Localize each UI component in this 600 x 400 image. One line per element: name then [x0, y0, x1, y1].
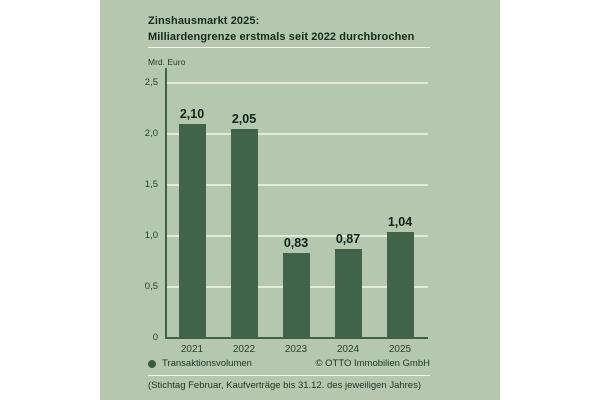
- y-tick-label-0,5: 0,5: [144, 281, 158, 292]
- bar-chart: 0 0,5 1,0 1,5 2,0 2,5 2,10 2021 2,05 2022 0,83 202…: [100, 0, 500, 400]
- x-tick-label-2021: 2021: [180, 344, 204, 355]
- x-tick-label-2023: 2023: [284, 344, 308, 355]
- chart-title-line1: Zinshausmarkt 2025:: [148, 15, 260, 27]
- bar-2024: [334, 249, 362, 338]
- title-divider: [148, 47, 430, 48]
- legend-row: Transaktionsvolumen © OTTO Immobilien Gm…: [148, 358, 430, 369]
- x-axis-line: [165, 337, 428, 339]
- chart-title-line2: Milliardengrenze erstmals seit 2022 durc…: [148, 31, 415, 43]
- legend-label: Transaktionsvolumen: [162, 358, 252, 369]
- copyright-text: © OTTO Immobilien GmbH: [315, 358, 430, 369]
- bar-2021: [178, 124, 206, 338]
- chart-title: Zinshausmarkt 2025: Milliardengrenze ers…: [148, 13, 434, 45]
- chart-card: Zinshausmarkt 2025: Milliardengrenze ers…: [100, 0, 500, 400]
- y-tick-label-2,5: 2,5: [144, 77, 158, 88]
- bar-value-label-2022: 2,05: [231, 112, 257, 126]
- bar-value-label-2023: 0,83: [283, 236, 309, 250]
- y-tick-label-0: 0: [152, 332, 158, 343]
- y-tick-label-2,0: 2,0: [144, 128, 158, 139]
- legend-divider: [148, 375, 430, 376]
- legend-item-transaktionsvolumen: Transaktionsvolumen: [148, 358, 252, 369]
- gridline-1,5: [165, 184, 428, 186]
- x-tick-label-2022: 2022: [232, 344, 256, 355]
- x-tick-label-2025: 2025: [388, 344, 412, 355]
- bar-value-label-2021: 2,10: [179, 107, 205, 121]
- gridline-2,0: [165, 133, 428, 135]
- gridline-1,0: [165, 235, 428, 237]
- bar-value-label-2024: 0,87: [335, 232, 361, 246]
- y-tick-label-1,5: 1,5: [144, 179, 158, 190]
- gridline-2,5: [165, 82, 428, 84]
- bar-2025: [386, 232, 414, 338]
- y-axis-line: [165, 68, 167, 338]
- footnote-text: (Stichtag Februar, Kaufverträge bis 31.1…: [148, 380, 422, 391]
- y-axis-unit-label: Mrd. Euro: [148, 57, 186, 67]
- bar-2023: [282, 253, 310, 338]
- legend-dot-icon: [148, 359, 156, 368]
- y-tick-label-1,0: 1,0: [144, 230, 158, 241]
- bar-2022: [230, 129, 258, 338]
- bar-value-label-2025: 1,04: [387, 215, 413, 229]
- x-tick-label-2024: 2024: [336, 344, 360, 355]
